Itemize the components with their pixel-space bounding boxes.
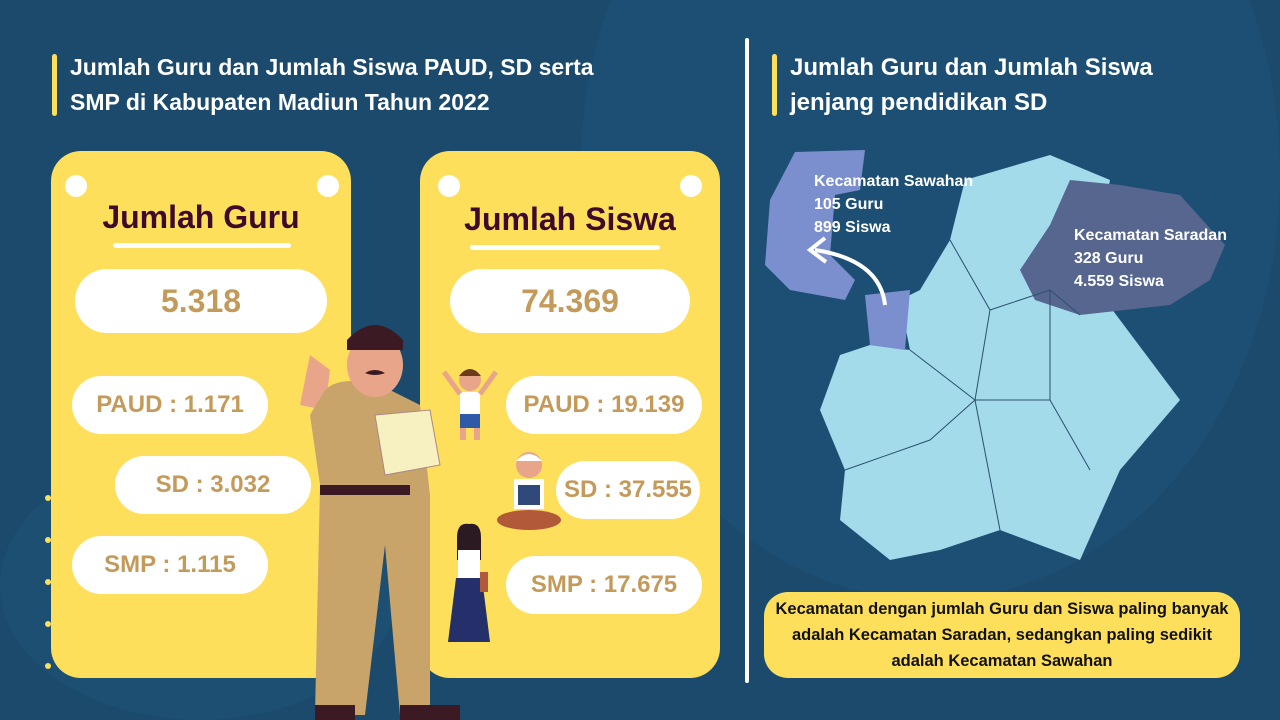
student-boy-illustration [441, 369, 499, 440]
guru-smp: SMP : 1.115 [72, 536, 268, 594]
left-title-line1: Jumlah Guru dan Jumlah Siswa PAUD, SD se… [70, 54, 594, 80]
saradan-name: Kecamatan Saradan [1074, 227, 1227, 244]
decorative-dot [45, 537, 51, 543]
card-hole [438, 175, 460, 197]
guru-card: Jumlah Guru 5.318 PAUD : 1.171 SD : 3.03… [51, 151, 351, 678]
right-title-line2: jenjang pendidikan SD [790, 89, 1048, 116]
guru-sd: SD : 3.032 [115, 456, 311, 514]
decorative-dot [45, 621, 51, 627]
madiun-map [765, 150, 1225, 560]
sawahan-label: Kecamatan Sawahan 105 Guru 899 Siswa [814, 170, 973, 239]
title-underline [470, 245, 660, 250]
card-hole [680, 175, 702, 197]
guru-card-title: Jumlah Guru [102, 199, 300, 235]
student-girl-illustration [448, 523, 490, 642]
arrow-head [806, 236, 828, 264]
siswa-sd: SD : 37.555 [556, 461, 700, 519]
summary-note: Kecamatan dengan jumlah Guru dan Siswa p… [764, 592, 1240, 678]
sawahan-guru: 105 Guru [814, 196, 884, 213]
title-underline [113, 243, 291, 248]
teacher-illustration [300, 325, 460, 720]
arrow [814, 248, 887, 306]
guru-total: 5.318 [75, 269, 327, 333]
saradan-label: Kecamatan Saradan 328 Guru 4.559 Siswa [1074, 224, 1227, 293]
left-title-line2: SMP di Kabupaten Madiun Tahun 2022 [70, 89, 490, 115]
map-region-saradan [1020, 180, 1225, 315]
siswa-card-title: Jumlah Siswa [464, 201, 676, 237]
divider [745, 38, 749, 683]
map-region-sawahan-south [865, 290, 910, 350]
guru-paud: PAUD : 1.171 [72, 376, 268, 434]
siswa-paud: PAUD : 19.139 [506, 376, 702, 434]
decorative-dot [45, 579, 51, 585]
saradan-siswa: 4.559 Siswa [1074, 273, 1164, 290]
right-title: Jumlah Guru dan Jumlah Siswa jenjang pen… [772, 50, 1153, 120]
student-reading-illustration [497, 452, 561, 530]
card-hole [65, 175, 87, 197]
map-region-sawahan [765, 150, 865, 300]
right-title-line1: Jumlah Guru dan Jumlah Siswa [790, 54, 1153, 81]
sawahan-siswa: 899 Siswa [814, 219, 891, 236]
decorative-dot [45, 663, 51, 669]
card-hole [317, 175, 339, 197]
saradan-guru: 328 Guru [1074, 250, 1144, 267]
left-title: Jumlah Guru dan Jumlah Siswa PAUD, SD se… [52, 50, 594, 120]
sawahan-name: Kecamatan Sawahan [814, 173, 974, 190]
siswa-total: 74.369 [450, 269, 690, 333]
decorative-dot [45, 495, 51, 501]
siswa-smp: SMP : 17.675 [506, 556, 702, 614]
